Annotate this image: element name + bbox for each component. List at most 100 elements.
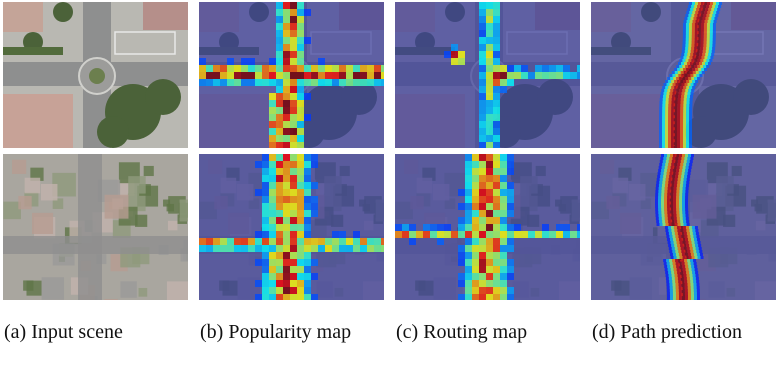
heat-cell <box>486 182 493 189</box>
heat-cell <box>659 98 663 101</box>
heat-cell <box>297 210 304 217</box>
heat-cell <box>290 142 297 148</box>
heat-cell <box>493 128 500 135</box>
heat-cell <box>269 266 276 273</box>
heat-cell <box>486 9 493 16</box>
heat-cell <box>675 74 679 77</box>
heat-cell <box>706 44 710 47</box>
heat-cell <box>668 146 672 148</box>
heat-cell <box>486 65 493 72</box>
caption-label: (d) <box>592 321 616 343</box>
heat-cell <box>676 241 680 244</box>
heat-cell <box>556 72 563 79</box>
heat-cell <box>702 17 706 20</box>
heat-cell <box>521 72 528 79</box>
heat-cell <box>708 53 712 56</box>
heat-cell <box>694 26 698 29</box>
heat-cell <box>670 211 674 214</box>
roundabout-center <box>89 68 105 84</box>
heat-cell <box>283 266 290 273</box>
heat-cell <box>709 23 713 26</box>
heat-cell <box>458 231 465 238</box>
heat-cell <box>486 107 493 114</box>
heat-cell <box>500 287 507 294</box>
heat-cell <box>486 231 493 238</box>
heat-cell <box>693 74 697 77</box>
heat-cell <box>688 29 692 32</box>
heat-cell <box>493 100 500 107</box>
pixel-block <box>166 281 188 300</box>
heat-cell <box>676 184 680 187</box>
heat-cell <box>669 295 673 298</box>
heat-cell <box>690 292 694 295</box>
heat-cell <box>367 238 374 245</box>
heat-cell <box>500 245 507 252</box>
heat-cell <box>680 143 684 146</box>
heat-cell <box>679 166 683 169</box>
heat-cell <box>269 294 276 300</box>
heat-cell <box>262 252 269 259</box>
heat-cell <box>458 189 465 196</box>
heat-cell <box>672 83 676 86</box>
heat-cell <box>486 217 493 224</box>
heat-cell <box>685 256 689 259</box>
heat-cell <box>693 280 697 283</box>
heat-cell <box>304 210 311 217</box>
heat-cell <box>304 203 311 210</box>
heat-cell <box>684 283 688 286</box>
heat-cell <box>290 37 297 44</box>
heat-cell <box>451 44 458 51</box>
heat-cell <box>577 72 580 79</box>
heat-cell <box>693 83 697 86</box>
heat-cell <box>672 286 676 289</box>
predicted-path <box>669 154 687 298</box>
heat-cell <box>677 143 681 146</box>
heat-cell <box>206 65 213 72</box>
heat-cell <box>360 72 367 79</box>
heat-cell <box>674 71 678 74</box>
heat-cell <box>706 38 710 41</box>
heat-cell <box>701 62 705 65</box>
heat-cell <box>479 224 486 231</box>
heat-cell <box>666 95 670 98</box>
heat-cell <box>276 245 283 252</box>
parking <box>114 31 176 55</box>
heat-cell <box>234 238 241 245</box>
heat-cell <box>465 210 472 217</box>
heat-cell <box>677 146 681 148</box>
heat-cell <box>673 89 677 92</box>
heat-cell <box>685 89 689 92</box>
heat-cell <box>486 161 493 168</box>
heat-cell <box>692 229 696 232</box>
heat-cell <box>683 98 687 101</box>
heat-cell <box>679 190 683 193</box>
heat-cell <box>670 166 674 169</box>
heat-cell <box>283 2 290 9</box>
heat-cell <box>682 190 686 193</box>
heat-cell <box>662 101 666 104</box>
heat-cell <box>679 256 683 259</box>
heat-cell <box>255 259 262 266</box>
pixel-block <box>163 199 171 207</box>
heat-cell <box>671 247 675 250</box>
heat-cell <box>668 232 672 235</box>
heat-cell <box>353 65 360 72</box>
heat-cell <box>472 294 479 300</box>
road <box>3 236 188 254</box>
heat-cell <box>662 113 666 116</box>
heat-cell <box>673 166 677 169</box>
heat-cell <box>683 110 687 113</box>
heat-cell <box>563 231 570 238</box>
heat-cell <box>262 72 269 79</box>
heat-cell <box>686 146 690 148</box>
heat-cell <box>297 287 304 294</box>
heat-cell <box>655 202 659 205</box>
heat-cell <box>659 131 663 134</box>
heat-cell <box>472 189 479 196</box>
heat-cell <box>514 65 521 72</box>
heat-cell <box>683 271 687 274</box>
heat-cell <box>465 154 472 161</box>
heat-cell <box>700 29 704 32</box>
heat-cell <box>283 189 290 196</box>
heat-cell <box>684 250 688 253</box>
